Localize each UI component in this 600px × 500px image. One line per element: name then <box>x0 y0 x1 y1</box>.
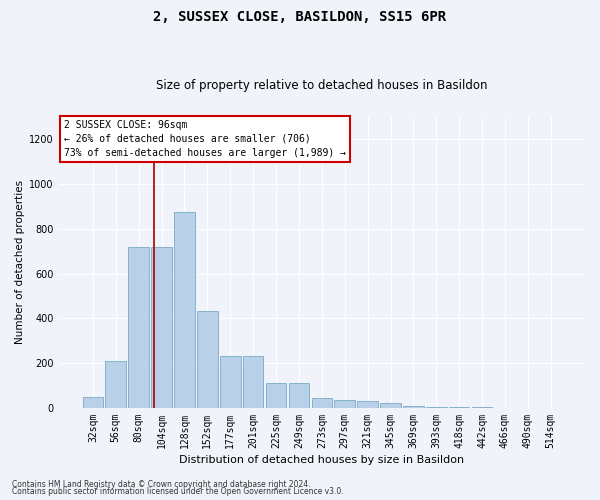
Bar <box>128 246 149 408</box>
Bar <box>266 384 286 408</box>
Bar <box>311 398 332 408</box>
Bar <box>380 404 401 408</box>
X-axis label: Distribution of detached houses by size in Basildon: Distribution of detached houses by size … <box>179 455 464 465</box>
Bar <box>426 407 446 408</box>
Text: 2, SUSSEX CLOSE, BASILDON, SS15 6PR: 2, SUSSEX CLOSE, BASILDON, SS15 6PR <box>154 10 446 24</box>
Title: Size of property relative to detached houses in Basildon: Size of property relative to detached ho… <box>156 79 488 92</box>
Bar <box>403 406 424 408</box>
Bar <box>174 212 195 408</box>
Text: Contains HM Land Registry data © Crown copyright and database right 2024.: Contains HM Land Registry data © Crown c… <box>12 480 311 489</box>
Bar <box>289 384 309 408</box>
Y-axis label: Number of detached properties: Number of detached properties <box>15 180 25 344</box>
Text: 2 SUSSEX CLOSE: 96sqm
← 26% of detached houses are smaller (706)
73% of semi-det: 2 SUSSEX CLOSE: 96sqm ← 26% of detached … <box>64 120 346 158</box>
Bar <box>151 246 172 408</box>
Text: Contains public sector information licensed under the Open Government Licence v3: Contains public sector information licen… <box>12 487 344 496</box>
Bar <box>83 396 103 408</box>
Bar <box>334 400 355 408</box>
Bar <box>358 401 378 408</box>
Bar <box>106 361 126 408</box>
Bar <box>220 356 241 408</box>
Bar <box>197 310 218 408</box>
Bar <box>243 356 263 408</box>
